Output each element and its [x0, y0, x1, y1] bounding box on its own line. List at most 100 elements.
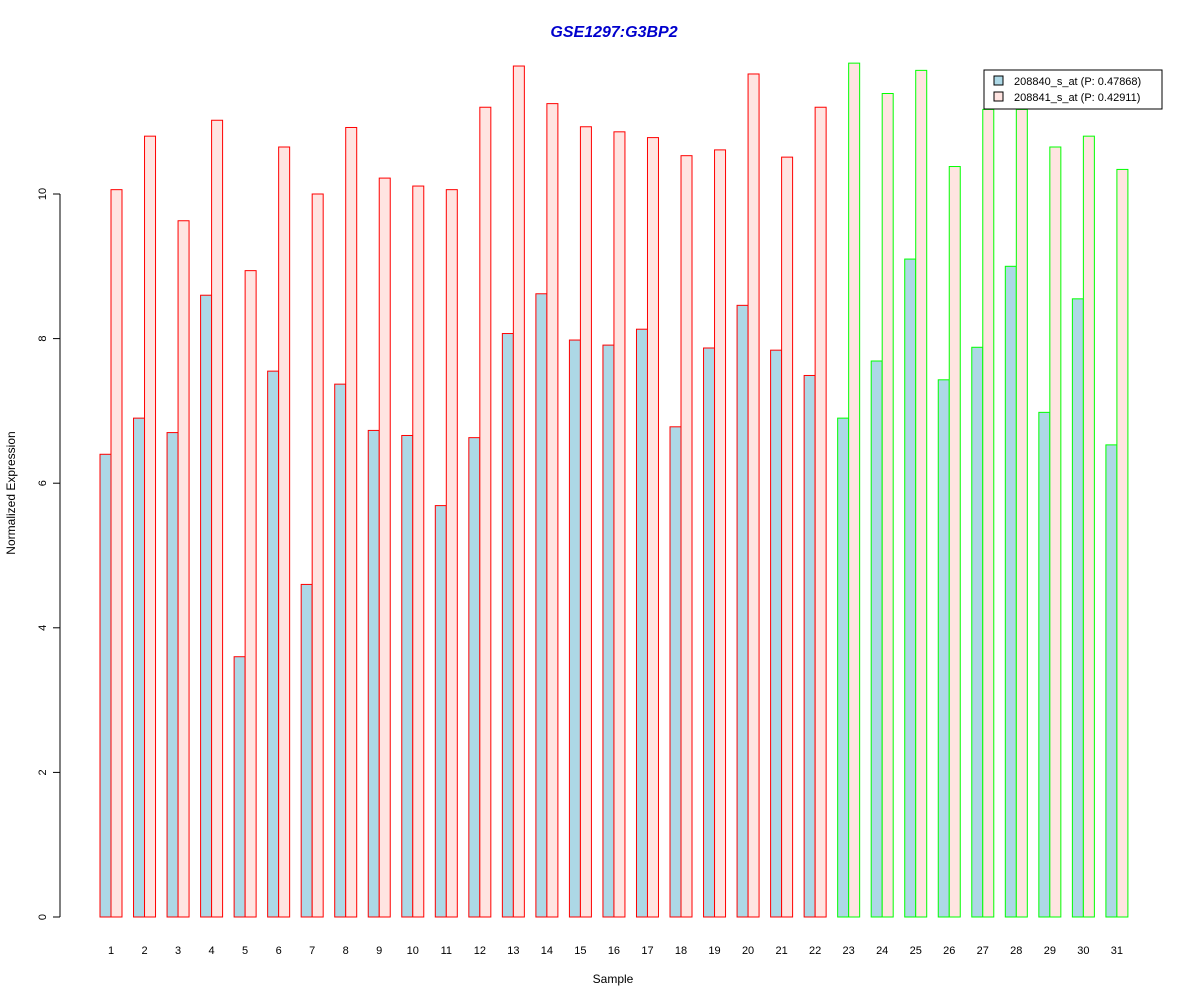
x-tick-label: 29	[1044, 945, 1056, 957]
bar-sample-25-series-2	[915, 69, 928, 918]
bar-sample-31-series-1	[1105, 444, 1118, 918]
x-tick-label: 25	[910, 945, 922, 957]
bar-sample-31-series-2	[1116, 168, 1129, 918]
bar-sample-24-series-2	[881, 93, 894, 918]
x-tick-label: 21	[775, 945, 787, 957]
bar-sample-27-series-1	[971, 346, 984, 918]
bar-sample-11-series-1	[434, 505, 447, 918]
x-axis-ticks: 1 2 3 4 5 6 7 8 9 10 11 12 13 14 15 16 17 18 19 20 21 22 23 24 2…	[108, 945, 1123, 957]
y-tick-label: 0	[37, 914, 49, 920]
bar-sample-3-series-2	[177, 220, 190, 918]
bar-sample-6-series-2	[278, 146, 291, 918]
x-tick-label: 28	[1010, 945, 1022, 957]
chart-title: GSE1297:G3BP2	[550, 24, 677, 41]
x-tick-label: 11	[441, 945, 452, 957]
bar-sample-13-series-2	[512, 65, 525, 918]
bar-sample-22-series-2	[814, 106, 827, 918]
legend-label-208841: 208841_s_at (P: 0.42911)	[1014, 92, 1140, 104]
bar-sample-21-series-1	[770, 349, 783, 918]
bar-sample-4-series-2	[211, 119, 224, 918]
bar-sample-28-series-1	[1004, 265, 1017, 918]
x-tick-label: 14	[541, 945, 553, 957]
bar-sample-15-series-1	[568, 339, 581, 918]
bar-sample-22-series-1	[803, 374, 816, 918]
x-axis-label: Sample	[593, 972, 634, 986]
x-tick-label: 8	[343, 945, 349, 957]
x-tick-label: 9	[376, 945, 382, 957]
x-tick-label: 27	[977, 945, 989, 957]
bar-sample-19-series-2	[714, 149, 727, 918]
bar-sample-7-series-2	[311, 193, 324, 918]
x-tick-label: 4	[209, 945, 215, 957]
bar-sample-18-series-2	[680, 155, 693, 918]
x-tick-label: 3	[175, 945, 181, 957]
y-tick-label: 8	[37, 336, 49, 342]
x-tick-label: 2	[141, 945, 147, 957]
bar-sample-4-series-1	[200, 294, 213, 918]
x-tick-label: 20	[742, 945, 754, 957]
bar-sample-26-series-2	[948, 166, 961, 918]
y-tick-label: 4	[37, 625, 49, 631]
x-tick-label: 23	[843, 945, 855, 957]
bar-sample-5-series-1	[233, 656, 246, 918]
x-tick-label: 30	[1077, 945, 1089, 957]
bar-sample-2-series-1	[133, 417, 146, 918]
bar-sample-30-series-1	[1071, 298, 1084, 918]
bar-sample-8-series-2	[345, 126, 358, 918]
bar-sample-16-series-1	[602, 344, 615, 918]
bar-sample-5-series-2	[244, 270, 257, 918]
bar-sample-18-series-1	[669, 426, 682, 918]
bar-sample-17-series-2	[646, 137, 659, 918]
y-axis: 0 2 4 6 8 10	[37, 188, 61, 920]
bar-sample-14-series-2	[546, 103, 559, 918]
legend-swatch-208840	[993, 75, 1004, 86]
x-tick-label: 15	[574, 945, 586, 957]
bar-sample-24-series-1	[870, 360, 883, 918]
bar-sample-6-series-1	[267, 370, 280, 918]
bar-sample-1-series-1	[99, 453, 112, 918]
x-tick-label: 7	[309, 945, 315, 957]
x-tick-label: 24	[876, 945, 888, 957]
bar-sample-20-series-2	[747, 73, 760, 918]
bar-sample-10-series-2	[412, 185, 425, 918]
bar-sample-17-series-1	[635, 328, 648, 918]
bar-sample-9-series-1	[367, 429, 380, 918]
y-axis-label: Normalized Expression	[4, 431, 18, 554]
x-tick-label: 12	[474, 945, 486, 957]
x-tick-label: 31	[1111, 945, 1123, 957]
bar-sample-12-series-2	[479, 106, 492, 918]
x-tick-label: 22	[809, 945, 821, 957]
x-tick-label: 1	[108, 945, 114, 957]
y-tick-label: 2	[37, 769, 49, 775]
bar-sample-27-series-2	[982, 108, 995, 918]
bar-sample-23-series-1	[837, 417, 850, 918]
bar-sample-8-series-1	[334, 383, 347, 918]
bar-sample-21-series-2	[781, 156, 794, 918]
bar-sample-19-series-1	[703, 347, 716, 918]
y-tick-label: 6	[37, 480, 49, 486]
x-tick-label: 26	[943, 945, 955, 957]
y-tick-label: 10	[37, 188, 49, 200]
bar-sample-1-series-2	[110, 189, 123, 918]
x-tick-label: 13	[507, 945, 519, 957]
bar-sample-15-series-2	[579, 126, 592, 918]
bars-group	[99, 62, 1129, 918]
x-tick-label: 16	[608, 945, 620, 957]
bar-sample-20-series-1	[736, 304, 749, 918]
bar-sample-10-series-1	[401, 434, 414, 918]
bar-sample-11-series-2	[445, 189, 458, 918]
bar-sample-16-series-2	[613, 131, 626, 918]
x-tick-label: 17	[641, 945, 653, 957]
bar-sample-29-series-2	[1049, 146, 1062, 918]
bar-sample-29-series-1	[1038, 411, 1051, 918]
bar-sample-9-series-2	[378, 177, 391, 918]
bar-sample-12-series-1	[468, 437, 481, 918]
x-tick-label: 18	[675, 945, 687, 957]
bar-sample-30-series-2	[1082, 135, 1095, 918]
x-tick-label: 5	[242, 945, 248, 957]
bar-sample-2-series-2	[144, 135, 157, 918]
x-tick-label: 6	[276, 945, 282, 957]
bar-sample-13-series-1	[501, 333, 514, 918]
x-tick-label: 10	[407, 945, 419, 957]
